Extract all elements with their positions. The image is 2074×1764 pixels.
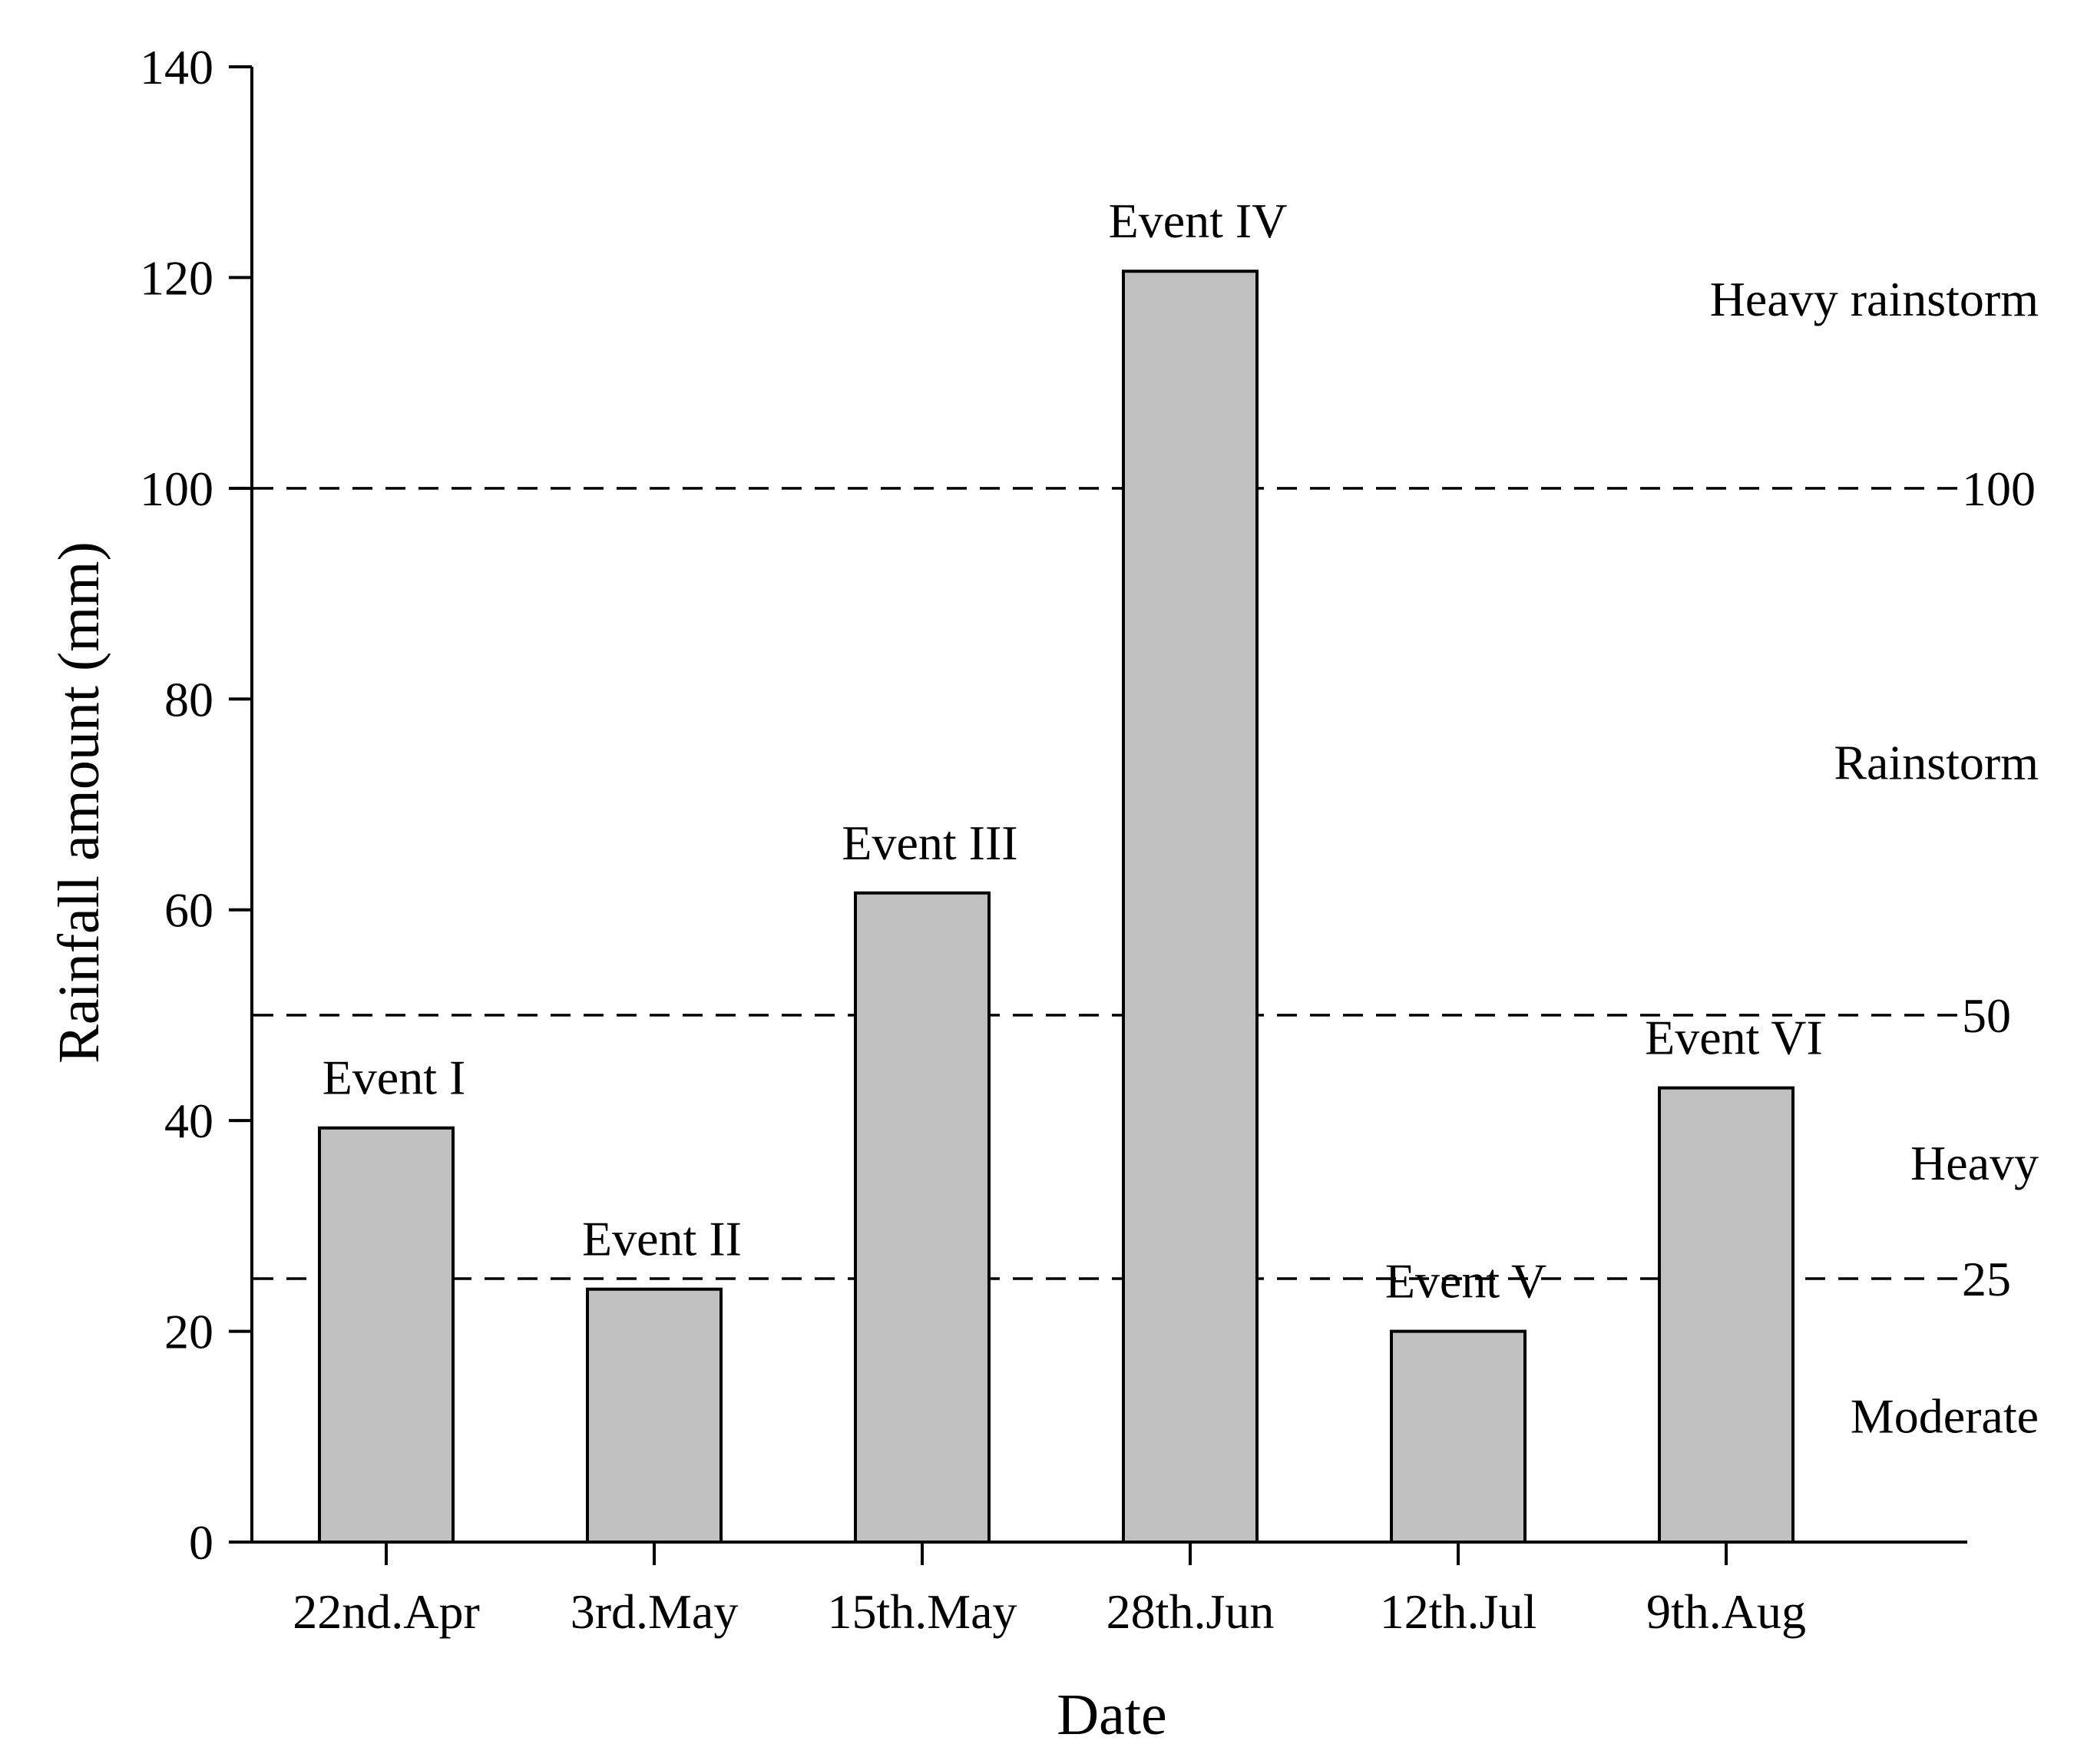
bar <box>1122 270 1259 1544</box>
y-tick-label: 140 <box>140 40 213 94</box>
threshold-label: 100 <box>1962 462 2036 516</box>
intensity-band-label: Heavy <box>1910 1136 2039 1190</box>
axes <box>229 65 1967 1565</box>
x-tick-label: 22nd.Apr <box>293 1584 480 1639</box>
bar-event-label: Event III <box>842 816 1017 870</box>
bar-event-label: Event VI <box>1645 1011 1823 1065</box>
bar <box>1390 1329 1527 1544</box>
bar-event-label: Event IV <box>1109 194 1288 248</box>
bar-event-label: Event V <box>1385 1254 1546 1309</box>
y-tick-label: 40 <box>164 1094 213 1148</box>
x-tick-label: 12th.Jul <box>1380 1584 1536 1639</box>
y-tick-label: 100 <box>140 462 213 516</box>
y-tick-label: 120 <box>140 250 213 305</box>
bar-event-label: Event II <box>582 1212 742 1266</box>
bar <box>318 1126 455 1544</box>
y-tick-label: 80 <box>164 672 213 726</box>
x-tick-label: 9th.Aug <box>1646 1584 1806 1639</box>
threshold-label: 25 <box>1962 1252 2011 1306</box>
intensity-band-label: Heavy rainstorm <box>1710 272 2039 326</box>
bar <box>854 891 991 1544</box>
y-axis-title: Rainfall amount (mm) <box>47 541 111 1064</box>
intensity-band-label: Moderate <box>1851 1388 2039 1443</box>
y-tick-label: 60 <box>164 883 213 938</box>
bars <box>318 270 1794 1544</box>
labels: 0 20 40 60 80 100 120 140 25 50 100 22nd.Apr Event I… <box>140 40 2039 1639</box>
bar <box>1658 1086 1794 1544</box>
y-tick-label: 20 <box>164 1305 213 1359</box>
x-tick-label: 28th.Jun <box>1106 1584 1275 1639</box>
y-tick-label: 0 <box>189 1515 213 1570</box>
threshold-label: 50 <box>1962 988 2011 1043</box>
x-tick-label: 3rd.May <box>571 1584 739 1639</box>
bar <box>586 1287 723 1544</box>
x-axis-title: Date <box>1057 1683 1166 1747</box>
bar-event-label: Event I <box>323 1051 466 1105</box>
x-tick-label: 15th.May <box>827 1584 1017 1639</box>
intensity-band-label: Rainstorm <box>1834 736 2039 790</box>
